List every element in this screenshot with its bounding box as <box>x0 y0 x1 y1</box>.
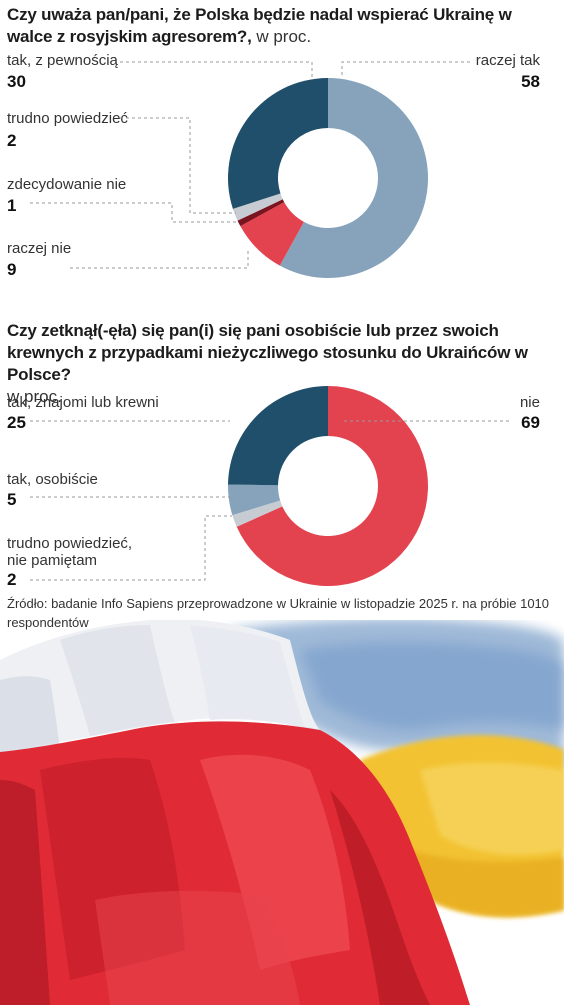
flags-illustration <box>0 620 564 1005</box>
chart1-label-trudno: trudno powiedzieć <box>7 110 128 127</box>
slice-tak-osobiście <box>228 484 281 516</box>
chart1-value-trudno: 2 <box>7 131 17 150</box>
leader-zdecydowanie-nie <box>30 202 238 223</box>
chart2-label-nie: nie <box>519 394 540 411</box>
chart1-value-tak-z-pewnoscia: 30 <box>7 72 26 91</box>
slice-trudno-powiedzieć <box>232 193 283 221</box>
chart1-label-raczej-nie: raczej nie <box>7 240 72 257</box>
chart2-label-trudno: trudno powiedzieć, nie pamiętam <box>7 535 133 569</box>
chart1-value-raczej-nie: 9 <box>7 260 17 279</box>
chart1-label-tak-z-pewnoscia: tak, z pewnością <box>7 52 118 69</box>
slice-zdecydowanie-nie <box>237 199 285 227</box>
chart1-value-zdecydowanie-nie: 1 <box>7 196 17 215</box>
chart1-label-raczej-tak: raczej tak <box>475 52 540 69</box>
chart1-value-raczej-tak: 58 <box>521 72 540 91</box>
slice-raczej-tak <box>279 78 428 278</box>
source-note: Źródło: badanie Info Sapiens przeprowadz… <box>7 596 550 630</box>
chart2-value-trudno: 2 <box>7 570 17 589</box>
chart1-donut <box>227 78 428 278</box>
chart2-value-osobiscie: 5 <box>7 490 17 509</box>
slice-raczej-nie <box>240 202 304 266</box>
chart1-question: Czy uważa pan/pani, że Polska będzie nad… <box>7 5 512 46</box>
chart2-donut <box>228 386 428 586</box>
slice-trudno-powiedzieć-nie-pamiętam <box>232 500 283 527</box>
slice-tak-z-pewnością <box>227 78 328 209</box>
chart2-label-osobiscie: tak, osobiście <box>7 471 98 488</box>
chart2-title: Czy zetknął(-ęła) się pan(i) się pani os… <box>7 320 557 408</box>
chart1-title: Czy uważa pan/pani, że Polska będzie nad… <box>7 4 557 48</box>
chart1-unit: w proc. <box>256 27 312 46</box>
chart2-value-nie: 69 <box>521 413 540 432</box>
chart1-label-zdecydowanie-nie: zdecydowanie nie <box>7 176 127 193</box>
chart2-question: Czy zetknął(-ęła) się pan(i) się pani os… <box>7 321 528 384</box>
chart2-unit: w proc. <box>7 387 62 406</box>
slice-tak-znajomi-lub-krewni <box>228 386 328 486</box>
chart2-value-znajomi: 25 <box>7 413 26 432</box>
slice-nie <box>236 386 428 586</box>
chart2-label-znajomi: tak, znajomi lub krewni <box>7 394 159 411</box>
